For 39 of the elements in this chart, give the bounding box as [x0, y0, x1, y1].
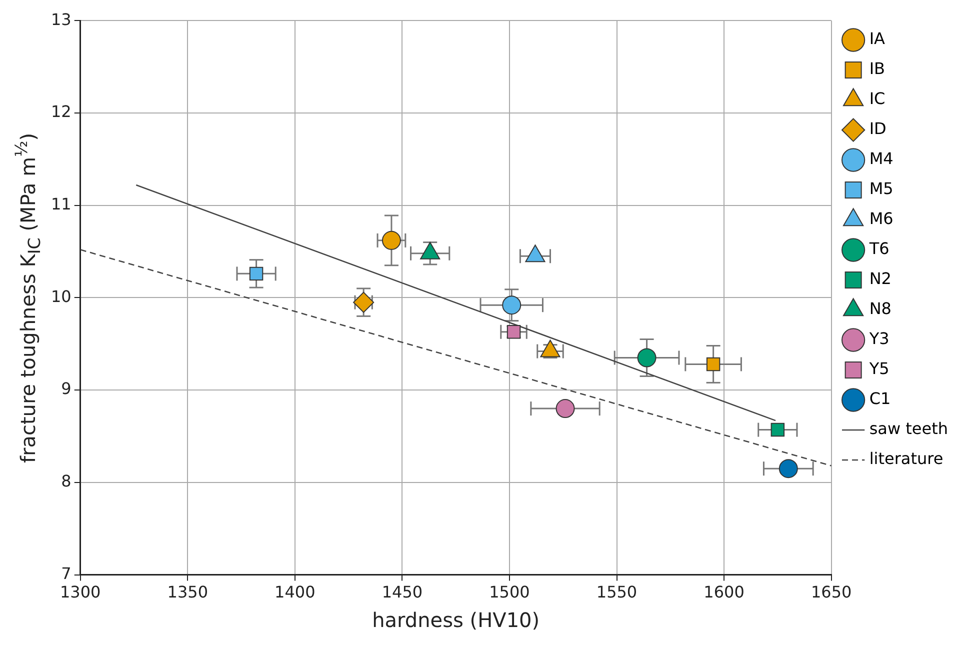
- y-tick-label: 9: [61, 379, 72, 398]
- legend-label: C1: [869, 389, 891, 408]
- legend-label: Y5: [868, 359, 890, 378]
- legend-label: T6: [868, 239, 890, 258]
- legend-label: IC: [869, 89, 886, 108]
- legend-label: Y3: [868, 329, 890, 348]
- y-tick-label: 12: [51, 102, 72, 122]
- x-tick-label: 1350: [167, 582, 208, 602]
- legend-label: literature: [869, 449, 944, 468]
- point: [502, 296, 522, 315]
- point: [382, 230, 401, 250]
- legend-label: ID: [869, 119, 886, 138]
- point: [556, 399, 575, 418]
- x-tick-label: 1550: [596, 582, 638, 602]
- legend-label: M4: [869, 149, 894, 168]
- point: [249, 266, 264, 281]
- legend-label: M5: [869, 179, 894, 198]
- x-tick-label: 1600: [704, 582, 744, 602]
- point: [770, 422, 785, 437]
- y-tick-label: 7: [61, 564, 72, 583]
- x-tick-label: 1500: [489, 582, 530, 602]
- x-tick-label: 1300: [60, 582, 101, 602]
- point: [706, 357, 720, 372]
- legend-label: N2: [869, 269, 892, 288]
- y-tick-label: 13: [51, 10, 72, 29]
- point: [637, 348, 656, 368]
- legend-label: M6: [869, 209, 894, 228]
- y-tick-label: 8: [61, 472, 72, 491]
- x-tick-label: 1450: [382, 582, 423, 602]
- y-tick-label: 10: [51, 286, 72, 306]
- x-tick-label: 1400: [274, 582, 316, 602]
- legend-label: IA: [869, 29, 886, 48]
- legend-label: IB: [869, 59, 886, 78]
- y-tick-label: 11: [51, 194, 72, 214]
- point: [778, 459, 798, 478]
- legend-label: saw teeth: [869, 419, 948, 438]
- legend-label: N8: [869, 299, 892, 318]
- x-tick-label: 1650: [810, 582, 852, 602]
- x-axis-title: hardness (HV10): [372, 608, 540, 632]
